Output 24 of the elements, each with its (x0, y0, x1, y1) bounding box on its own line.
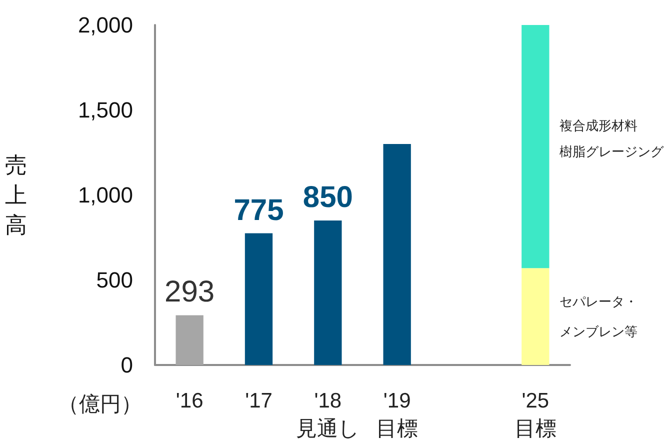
bar (522, 268, 550, 365)
x-tick-label: '17 (245, 390, 272, 412)
y-tick-label: 1,500 (78, 98, 133, 122)
data-label: 775 (234, 194, 284, 227)
y-axis-title: 売上高 (5, 152, 27, 238)
y-tick-label: 500 (96, 268, 133, 292)
bar (244, 233, 273, 365)
bar (383, 144, 411, 365)
text: （億円） (58, 393, 142, 416)
x-tick-label: '19 目標 (376, 390, 418, 440)
bar (522, 25, 550, 268)
bar (176, 315, 204, 365)
y-tick-label: 1,000 (78, 182, 133, 208)
annotation: 樹脂グレージング (559, 144, 664, 160)
x-tick-label: '16 (176, 390, 204, 412)
series-label: セパレータ・メンブレン等 (559, 294, 638, 340)
data-label: 850 (302, 181, 353, 214)
y-tick-label: 0 (120, 352, 133, 378)
data-label: 293 (164, 276, 215, 309)
bar (314, 220, 342, 365)
y-tick-label: 2,000 (78, 12, 133, 38)
x-tick-label: '25 目標 (514, 390, 556, 440)
x-tick-label: '18 見通し (296, 390, 360, 440)
annotation: 複合成形材料 (559, 118, 638, 134)
